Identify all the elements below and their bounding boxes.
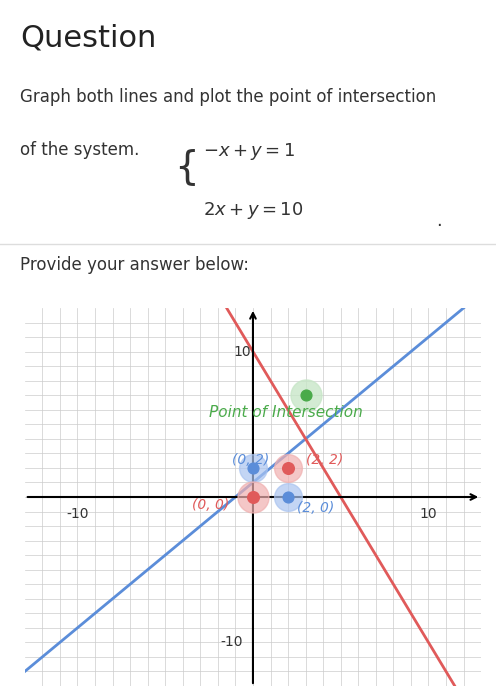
- Point: [249, 462, 257, 473]
- Point: [249, 491, 257, 503]
- Text: -10: -10: [66, 508, 89, 522]
- Point: [284, 491, 292, 503]
- Text: $\{$: $\{$: [174, 147, 195, 188]
- Point: [249, 462, 257, 473]
- Text: (0, 0): (0, 0): [191, 498, 229, 512]
- Point: [284, 462, 292, 473]
- Text: $-x + y = 1$: $-x + y = 1$: [203, 141, 296, 162]
- Text: 10: 10: [420, 508, 437, 522]
- Text: Graph both lines and plot the point of intersection: Graph both lines and plot the point of i…: [20, 88, 436, 106]
- Text: (2, 2): (2, 2): [306, 453, 343, 467]
- Text: (2, 0): (2, 0): [297, 500, 334, 514]
- Text: $2x + y = 10$: $2x + y = 10$: [203, 200, 304, 221]
- Point: [284, 491, 292, 503]
- Text: 10: 10: [234, 344, 251, 358]
- Text: Provide your answer below:: Provide your answer below:: [20, 256, 249, 274]
- Text: .: .: [436, 211, 442, 230]
- Point: [302, 390, 310, 401]
- Text: Question: Question: [20, 24, 156, 52]
- Text: Point of Intersection: Point of Intersection: [209, 405, 363, 420]
- Point: [249, 491, 257, 503]
- Point: [302, 390, 310, 401]
- Text: -10: -10: [220, 636, 243, 650]
- Point: [284, 462, 292, 473]
- Text: of the system.: of the system.: [20, 141, 139, 159]
- Text: (0, 2): (0, 2): [232, 453, 269, 467]
